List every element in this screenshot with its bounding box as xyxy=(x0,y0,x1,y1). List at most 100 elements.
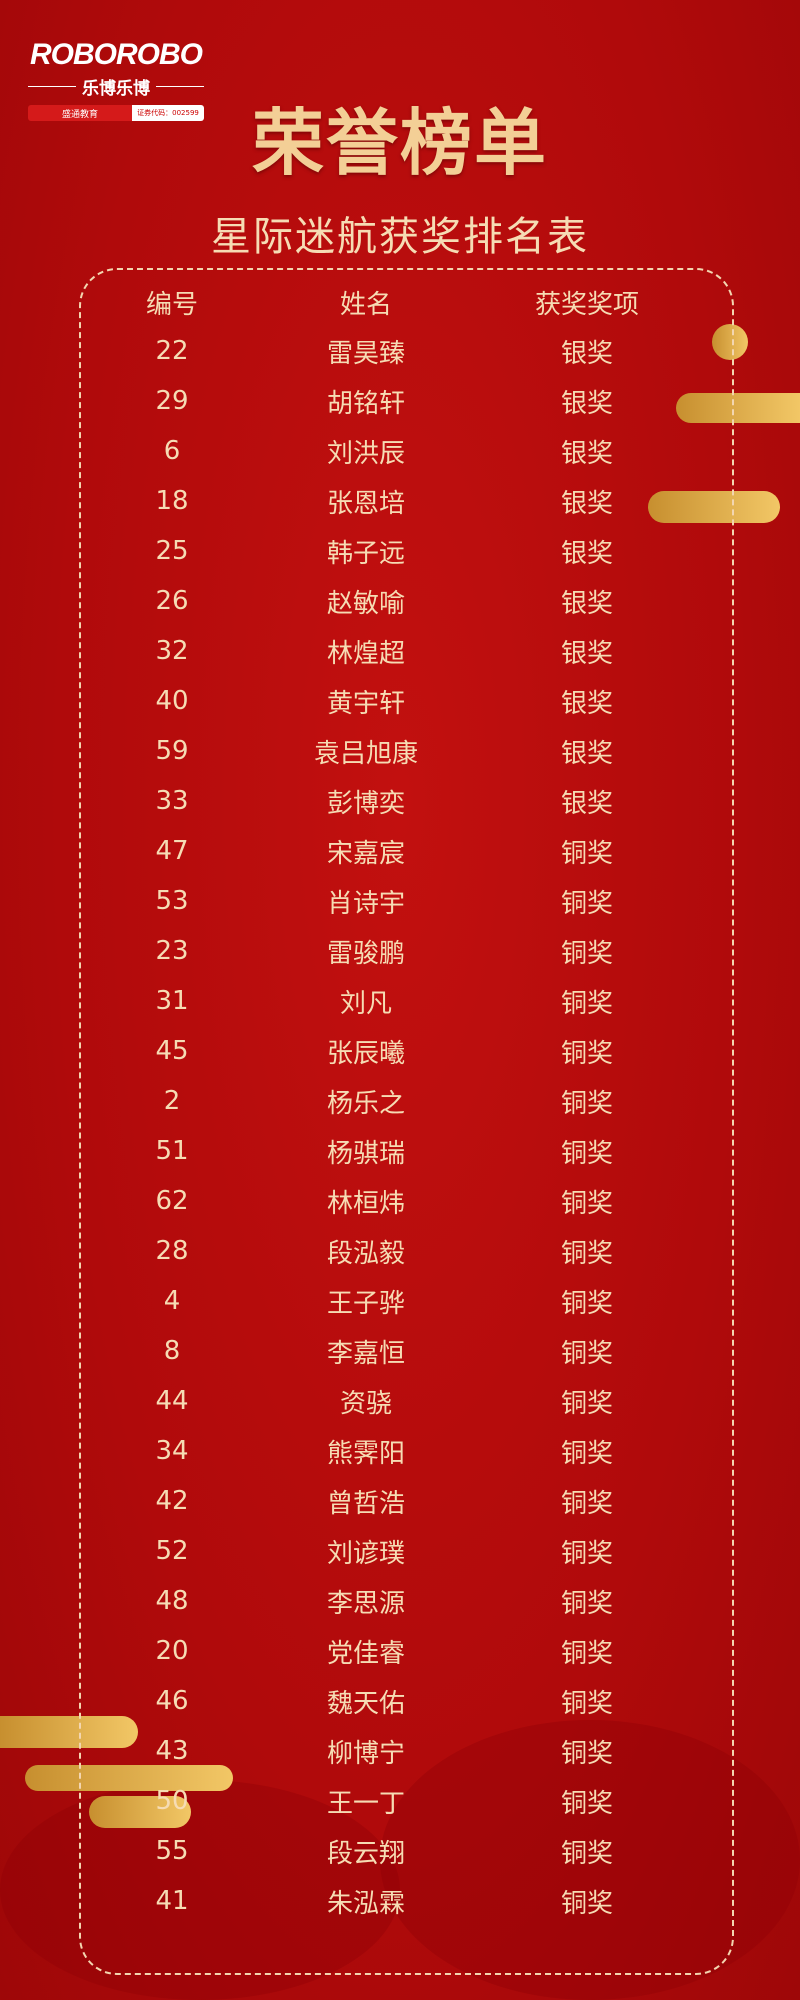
award-cell: 铜奖 xyxy=(560,1138,614,1169)
table-row: 29 胡铭轩 银奖 xyxy=(0,376,800,426)
award-cell: 银奖 xyxy=(560,338,614,369)
table-row: 45 张辰曦 铜奖 xyxy=(0,1026,800,1076)
table-row: 22 雷昊臻 银奖 xyxy=(0,326,800,376)
table-row: 50 王一丁 铜奖 xyxy=(0,1776,800,1826)
logo-parent: 盛通教育 xyxy=(28,105,132,121)
number-cell: 18 xyxy=(155,486,189,516)
table-row: 44 资骁 铜奖 xyxy=(0,1376,800,1426)
page-title: 荣誉榜单 xyxy=(251,100,548,185)
name-cell: 宋嘉宸 xyxy=(326,838,406,869)
name-cell: 张恩培 xyxy=(326,488,406,519)
table-row: 47 宋嘉宸 铜奖 xyxy=(0,826,800,876)
award-cell: 银奖 xyxy=(560,438,614,469)
name-cell: 魏天佑 xyxy=(326,1688,406,1719)
number-cell: 52 xyxy=(155,1536,189,1566)
number-cell: 4 xyxy=(163,1286,181,1316)
name-cell: 胡铭轩 xyxy=(326,388,406,419)
table-row: 59 袁吕旭康 银奖 xyxy=(0,726,800,776)
table-row: 2 杨乐之 铜奖 xyxy=(0,1076,800,1126)
number-cell: 26 xyxy=(155,586,189,616)
gold-circle-decoration xyxy=(712,324,748,360)
number-cell: 41 xyxy=(155,1886,189,1916)
gold-cloud-decoration xyxy=(89,1796,191,1828)
name-cell: 黄宇轩 xyxy=(326,688,406,719)
number-cell: 20 xyxy=(155,1636,189,1666)
divider xyxy=(156,86,204,87)
name-cell: 朱泓霖 xyxy=(326,1888,406,1919)
brand-logo: ROBOROBO 乐博乐博 盛通教育 证券代码：002599 xyxy=(28,38,204,121)
number-cell: 23 xyxy=(155,936,189,966)
table-row: 25 韩子远 银奖 xyxy=(0,526,800,576)
header-name: 姓名 xyxy=(339,289,393,320)
table-row: 6 刘洪辰 银奖 xyxy=(0,426,800,476)
award-cell: 铜奖 xyxy=(560,1838,614,1869)
table-row: 53 肖诗宇 铜奖 xyxy=(0,876,800,926)
name-cell: 雷昊臻 xyxy=(326,338,406,369)
number-cell: 28 xyxy=(155,1236,189,1266)
logo-brand: ROBOROBO xyxy=(30,38,203,71)
number-cell: 51 xyxy=(155,1136,189,1166)
number-cell: 29 xyxy=(155,386,189,416)
table-row: 62 林桓炜 铜奖 xyxy=(0,1176,800,1226)
name-cell: 林桓炜 xyxy=(326,1188,406,1219)
award-cell: 铜奖 xyxy=(560,1438,614,1469)
name-cell: 刘谚璞 xyxy=(326,1538,406,1569)
table-row: 48 李思源 铜奖 xyxy=(0,1576,800,1626)
table-frame xyxy=(79,268,734,1975)
number-cell: 48 xyxy=(155,1586,189,1616)
award-cell: 铜奖 xyxy=(560,1238,614,1269)
award-cell: 铜奖 xyxy=(560,1388,614,1419)
number-cell: 6 xyxy=(163,436,181,466)
number-cell: 47 xyxy=(155,836,189,866)
gold-cloud-decoration xyxy=(25,1765,233,1791)
name-cell: 肖诗宇 xyxy=(326,888,406,919)
header-number: 编号 xyxy=(145,289,199,320)
number-cell: 55 xyxy=(155,1836,189,1866)
award-cell: 铜奖 xyxy=(560,938,614,969)
logo-badge: 盛通教育 证券代码：002599 xyxy=(28,105,204,121)
name-cell: 柳博宁 xyxy=(326,1738,406,1769)
award-cell: 铜奖 xyxy=(560,838,614,869)
divider xyxy=(28,86,76,87)
name-cell: 赵敏喻 xyxy=(326,588,406,619)
number-cell: 62 xyxy=(155,1186,189,1216)
gold-cloud-decoration xyxy=(0,1716,138,1748)
award-cell: 铜奖 xyxy=(560,1488,614,1519)
number-cell: 33 xyxy=(155,786,189,816)
number-cell: 50 xyxy=(155,1786,189,1816)
name-cell: 杨骐瑞 xyxy=(326,1138,406,1169)
award-cell: 铜奖 xyxy=(560,1638,614,1669)
award-cell: 银奖 xyxy=(560,538,614,569)
name-cell: 段云翔 xyxy=(326,1838,406,1869)
background-cloud xyxy=(0,1780,400,2000)
table-row: 28 段泓毅 铜奖 xyxy=(0,1226,800,1276)
table-row: 42 曾哲浩 铜奖 xyxy=(0,1476,800,1526)
name-cell: 刘洪辰 xyxy=(326,438,406,469)
award-cell: 银奖 xyxy=(560,488,614,519)
logo-subline: 乐博乐博 xyxy=(28,74,204,99)
award-cell: 铜奖 xyxy=(560,1288,614,1319)
table-row: 40 黄宇轩 银奖 xyxy=(0,676,800,726)
name-cell: 雷骏鹏 xyxy=(326,938,406,969)
number-cell: 2 xyxy=(163,1086,181,1116)
table-header: 编号 姓名 获奖奖项 xyxy=(0,277,800,327)
number-cell: 59 xyxy=(155,736,189,766)
award-cell: 银奖 xyxy=(560,788,614,819)
page-subtitle: 星际迷航获奖排名表 xyxy=(211,214,589,260)
name-cell: 刘凡 xyxy=(339,988,393,1019)
number-cell: 42 xyxy=(155,1486,189,1516)
name-cell: 林煌超 xyxy=(326,638,406,669)
name-cell: 彭博奕 xyxy=(326,788,406,819)
table-row: 26 赵敏喻 银奖 xyxy=(0,576,800,626)
logo-cn-name: 乐博乐博 xyxy=(82,79,150,99)
name-cell: 段泓毅 xyxy=(326,1238,406,1269)
award-cell: 铜奖 xyxy=(560,1738,614,1769)
award-cell: 铜奖 xyxy=(560,1338,614,1369)
table-row: 55 段云翔 铜奖 xyxy=(0,1826,800,1876)
name-cell: 袁吕旭康 xyxy=(313,738,419,769)
name-cell: 杨乐之 xyxy=(326,1088,406,1119)
table-row: 52 刘谚璞 铜奖 xyxy=(0,1526,800,1576)
table-row: 43 柳博宁 铜奖 xyxy=(0,1726,800,1776)
number-cell: 22 xyxy=(155,336,189,366)
award-cell: 银奖 xyxy=(560,738,614,769)
